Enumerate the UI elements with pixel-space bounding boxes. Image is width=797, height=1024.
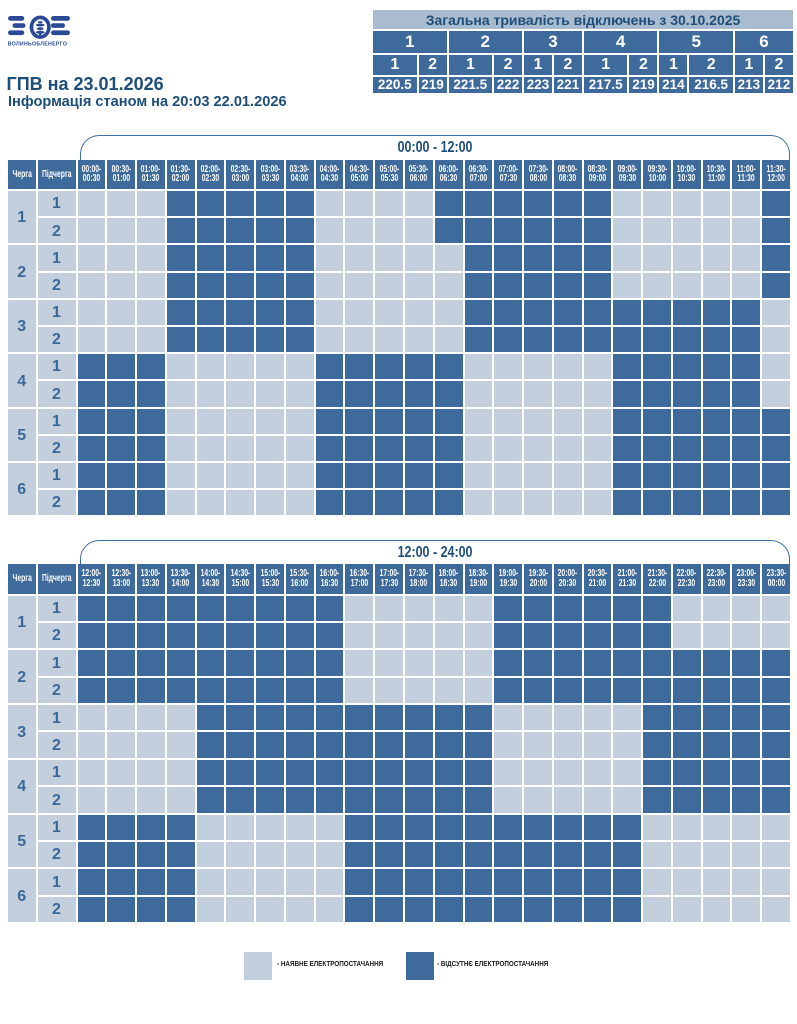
svg-text:ВОЛИНЬОБЛЕНЕРГО: ВОЛИНЬОБЛЕНЕРГО — [8, 42, 67, 48]
